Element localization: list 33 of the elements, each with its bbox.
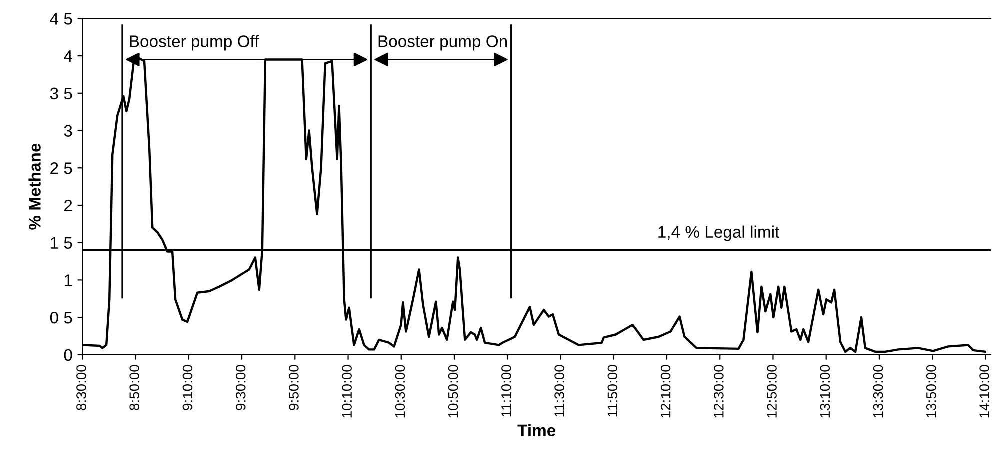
x-tick-label: 9:10:00 xyxy=(182,365,193,410)
annotation: Booster pump Off xyxy=(130,35,260,51)
x-tick-label: 13:50:00 xyxy=(926,365,936,418)
x-tick-label: 12:10:00 xyxy=(660,365,671,418)
x-tick-label: 10:50:00 xyxy=(448,365,458,418)
y-tick-label: 1 xyxy=(64,274,72,286)
y-tick-label: 4 xyxy=(64,50,72,62)
ref-line-label: 1,4 % Legal limit xyxy=(658,226,780,242)
x-tick-label: 13:30:00 xyxy=(873,365,884,418)
y-tick-label: 1 5 xyxy=(51,237,72,250)
x-tick-label: 10:30:00 xyxy=(395,365,406,418)
x-tick-label: 9:30:00 xyxy=(236,365,246,410)
y-axis-title: % Methane xyxy=(28,144,41,230)
x-tick-label: 12:50:00 xyxy=(767,365,777,418)
x-tick-label: 13:10:00 xyxy=(820,365,830,418)
y-tick-label: 2 xyxy=(64,200,72,212)
y-tick-label: 3 xyxy=(64,125,72,137)
x-tick-label: 8:30:00 xyxy=(76,365,86,410)
y-tick-label: 0 5 xyxy=(50,312,72,324)
x-tick-label: 14:10:00 xyxy=(980,365,990,418)
x-tick-label: 12:30:00 xyxy=(714,365,724,418)
x-tick-label: 8:50:00 xyxy=(130,365,140,410)
x-tick-label: 11:10:00 xyxy=(502,365,512,417)
x-tick-label: 11:30:00 xyxy=(554,365,564,417)
y-tick-label: 0 xyxy=(64,349,72,362)
y-tick-label: 2 5 xyxy=(50,162,72,174)
y-tick-label: 4 5 xyxy=(50,13,72,25)
x-tick-label: 9:50:00 xyxy=(289,365,299,410)
annotation: Booster pump On xyxy=(378,36,508,51)
x-axis-title: Time xyxy=(518,424,556,436)
x-tick-label: 11:50:00 xyxy=(608,365,618,417)
y-tick-label: 3 5 xyxy=(50,88,72,100)
x-tick-label: 10:10:00 xyxy=(342,365,352,418)
